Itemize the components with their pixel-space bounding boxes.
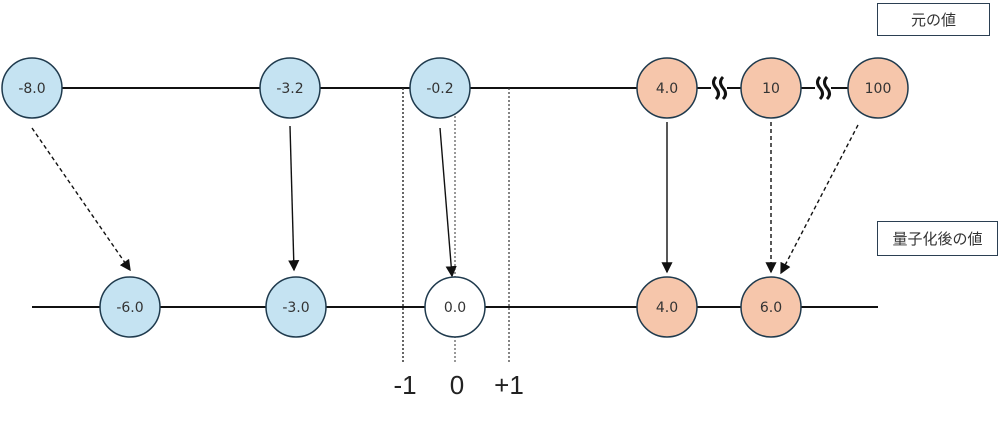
original-value-node: 4.0 (636, 57, 698, 119)
value-label: -8.0 (18, 81, 45, 97)
quantized-value-node: 6.0 (740, 276, 802, 338)
original-values-label: 元の値 (877, 3, 990, 36)
mapping-arrow (780, 124, 859, 275)
tick-minus-one: -1 (393, 370, 417, 400)
value-label: 6.0 (760, 300, 782, 316)
value-label: -3.0 (282, 300, 309, 316)
quantized-value-node: -3.0 (265, 276, 327, 338)
tick-plus-one: +1 (494, 370, 524, 400)
quantized-value-node: -6.0 (99, 276, 161, 338)
value-label: 0.0 (444, 300, 466, 316)
quantized-values-label: 量子化後の値 (877, 221, 998, 256)
original-value-node: -3.2 (259, 57, 321, 119)
value-circle (740, 57, 802, 119)
value-circle (740, 276, 802, 338)
mapping-arrow (288, 125, 300, 272)
value-label: 100 (865, 81, 892, 97)
value-label: -6.0 (116, 300, 143, 316)
value-circle (409, 57, 471, 119)
value-circle (636, 57, 698, 119)
value-circle (99, 276, 161, 338)
mapping-arrow (31, 127, 131, 272)
axis-break-icon (711, 75, 727, 101)
tick-zero: 0 (449, 370, 465, 400)
value-label: 10 (762, 81, 780, 97)
value-label: -0.2 (426, 81, 453, 97)
value-circle (265, 276, 327, 338)
value-label: 4.0 (656, 300, 678, 316)
value-circle (424, 276, 486, 338)
value-label: 4.0 (656, 81, 678, 97)
mapping-arrow (439, 127, 457, 278)
original-value-node: 10 (740, 57, 802, 119)
original-value-node: -8.0 (1, 57, 63, 119)
value-circle (259, 57, 321, 119)
value-label: -3.2 (276, 81, 303, 97)
axis-break-icon (815, 75, 831, 101)
quantized-value-node: 4.0 (636, 276, 698, 338)
original-value-node: -0.2 (409, 57, 471, 119)
value-circle (636, 276, 698, 338)
value-circle (1, 57, 63, 119)
original-value-node: 100 (847, 57, 909, 119)
value-circle (847, 57, 909, 119)
quantized-value-node: 0.0 (424, 276, 486, 338)
